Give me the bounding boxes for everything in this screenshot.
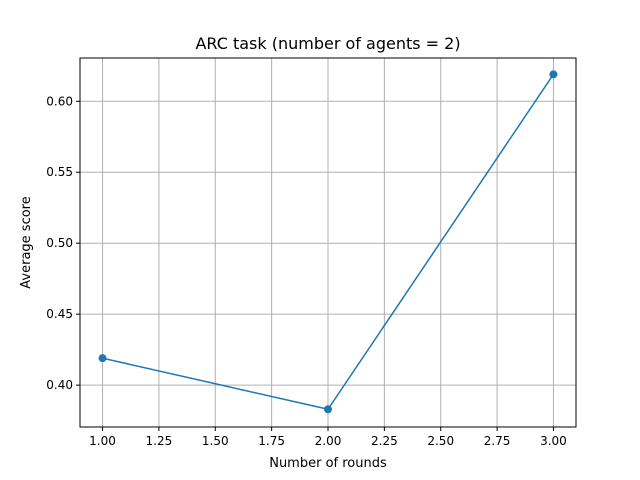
x-tick-label: 2.25 (371, 434, 398, 448)
y-tick-label: 0.45 (46, 307, 73, 321)
y-tick-label: 0.60 (46, 94, 73, 108)
x-tick-label: 2.00 (315, 434, 342, 448)
chart-title: ARC task (number of agents = 2) (195, 34, 460, 53)
x-axis-label: Number of rounds (269, 456, 387, 471)
data-point (549, 70, 558, 79)
x-tick-label: 2.50 (427, 434, 454, 448)
y-axis-label: Average score (19, 196, 34, 288)
series-layer (98, 70, 558, 414)
axis-ticks: 1.00 1.25 1.50 1.75 2.00 2.25 2.50 2.75 3.00 0.40… (46, 94, 567, 448)
y-tick-label: 0.50 (46, 236, 73, 250)
x-tick-label: 2.75 (484, 434, 511, 448)
grid (80, 58, 576, 427)
x-tick-label: 3.00 (540, 434, 567, 448)
data-point (98, 354, 107, 363)
data-point (324, 405, 332, 414)
x-tick-label: 1.50 (202, 434, 229, 448)
x-tick-label: 1.00 (89, 434, 116, 448)
y-tick-label: 0.55 (46, 165, 73, 179)
x-tick-label: 1.25 (146, 434, 173, 448)
x-tick-label: 1.75 (258, 434, 285, 448)
y-tick-label: 0.40 (46, 378, 73, 392)
